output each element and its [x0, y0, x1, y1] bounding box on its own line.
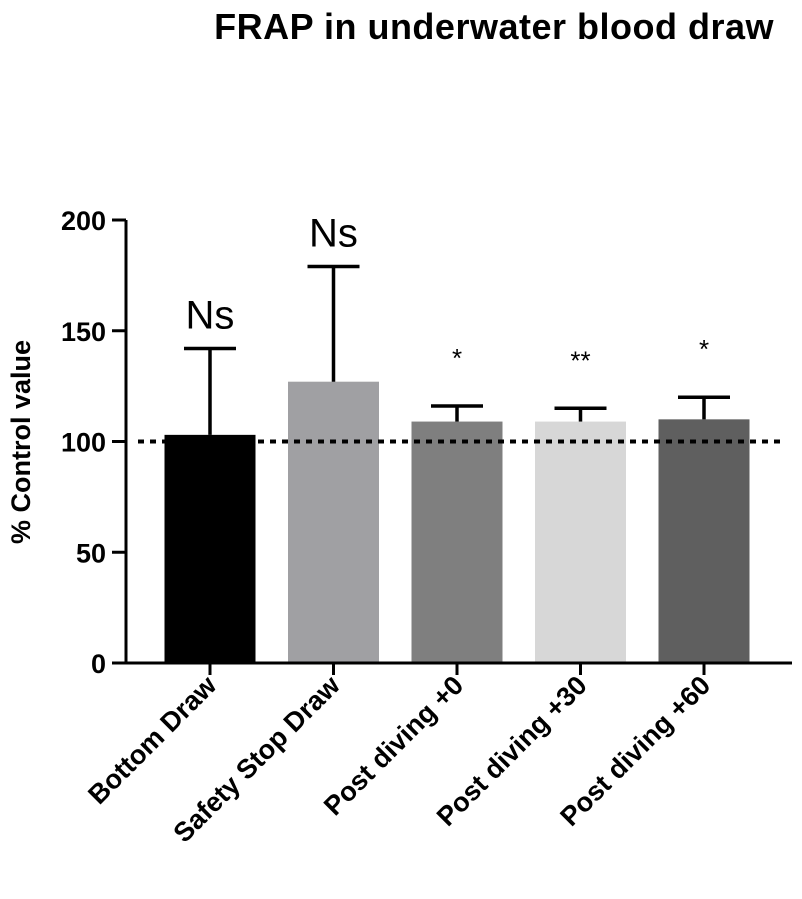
- y-axis-label: % Control value: [6, 340, 36, 544]
- chart-title: FRAP in underwater blood draw: [214, 6, 774, 47]
- x-tick-label: Bottom Draw: [82, 669, 223, 810]
- significance-label: *: [452, 343, 462, 373]
- y-tick-label: 200: [61, 206, 106, 236]
- y-tick-label: 50: [76, 538, 106, 568]
- bar: [288, 381, 379, 663]
- y-tick-label: 100: [61, 428, 106, 458]
- y-tick-label: 150: [61, 317, 106, 347]
- bar: [164, 434, 256, 663]
- bar: [658, 419, 750, 663]
- y-tick-label: 0: [91, 649, 106, 679]
- significance-label: Ns: [186, 293, 235, 337]
- bar: [535, 421, 626, 663]
- significance-label: **: [570, 345, 590, 375]
- bar: [411, 421, 503, 663]
- y-ticks: 0 50 100 150 200: [61, 206, 126, 679]
- significance-label: Ns: [309, 212, 358, 256]
- bars-layer: [164, 381, 750, 663]
- significance-label: *: [699, 334, 709, 364]
- error-bars-layer: [184, 264, 730, 435]
